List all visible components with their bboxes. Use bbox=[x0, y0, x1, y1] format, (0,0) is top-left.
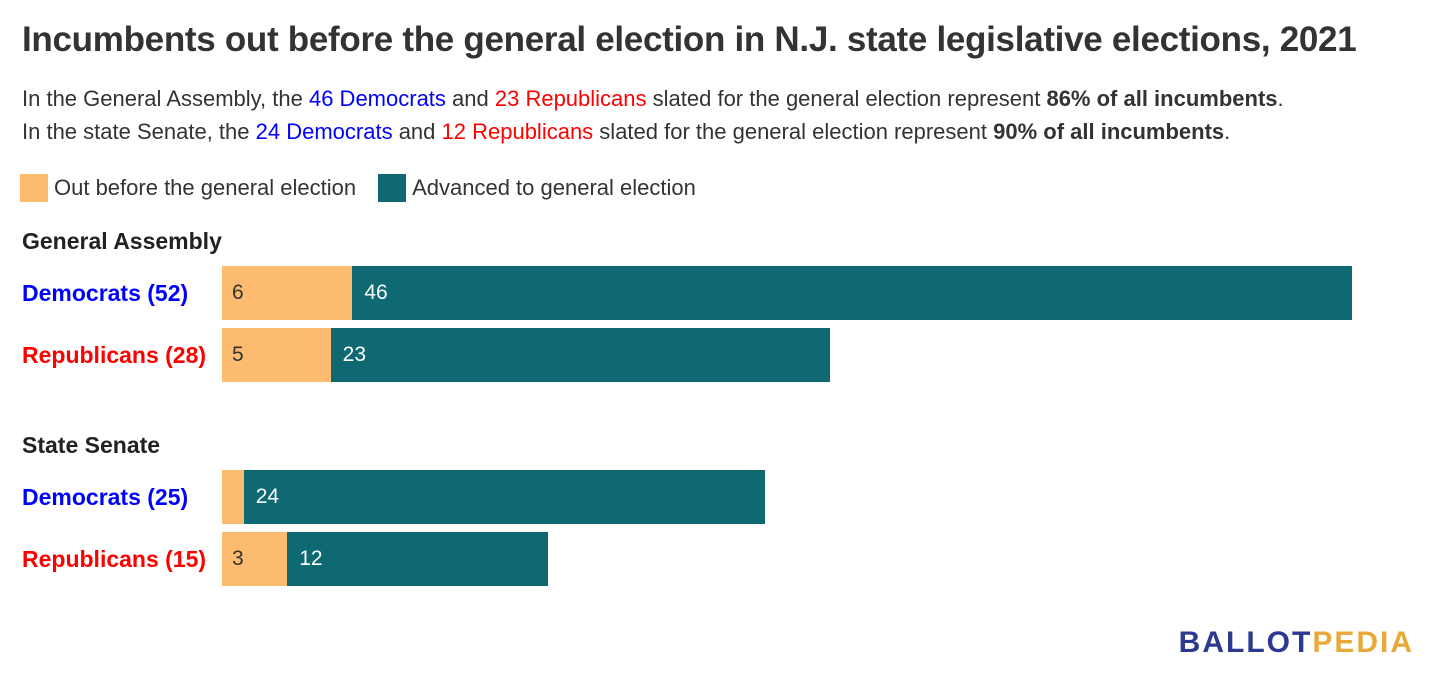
legend-swatch-advanced bbox=[378, 174, 407, 202]
subtitle-1-dem: 46 Democrats bbox=[308, 86, 446, 111]
group-title: General Assembly bbox=[22, 228, 222, 254]
row-label: Democrats (52) bbox=[22, 280, 189, 306]
data-label-advanced: 23 bbox=[342, 343, 366, 366]
subtitle-2-rep: 12 Republicans bbox=[441, 119, 594, 144]
bar-segment-advanced bbox=[243, 470, 766, 524]
legend-label-advanced: Advanced to general election bbox=[412, 175, 696, 200]
bar-segment-advanced bbox=[330, 328, 831, 382]
logo-part-1: BALLOT bbox=[1178, 626, 1313, 659]
legend-item-advanced: Advanced to general election bbox=[378, 174, 696, 202]
subtitle-2-strong: 90% of all incumbents bbox=[993, 119, 1225, 144]
logo-part-2: PEDIA bbox=[1312, 626, 1414, 659]
chart-title: Incumbents out before the general electi… bbox=[22, 20, 1357, 59]
data-label-advanced: 46 bbox=[364, 281, 388, 304]
legend-label-out: Out before the general election bbox=[54, 175, 357, 200]
bar-segment-advanced bbox=[352, 266, 1352, 320]
subtitle-1-rep: 23 Republicans bbox=[494, 86, 647, 111]
bar-segment-out bbox=[222, 470, 244, 524]
legend-item-out: Out before the general election bbox=[20, 174, 356, 202]
bar-segment-out bbox=[222, 328, 331, 382]
row-label: Republicans (15) bbox=[22, 546, 207, 572]
subtitle-1-mid: and bbox=[445, 86, 495, 111]
row-label: Democrats (25) bbox=[22, 484, 189, 510]
subtitle-1-end: . bbox=[1277, 86, 1284, 111]
ballotpedia-logo: BALLOTPEDIA bbox=[1179, 626, 1414, 660]
subtitle-2-end: . bbox=[1224, 119, 1231, 144]
subtitle-2-mid: and bbox=[392, 119, 442, 144]
group-title: State Senate bbox=[22, 432, 161, 458]
chart-legend: Out before the general election Advanced… bbox=[20, 174, 718, 202]
subtitle-line-1: In the General Assembly, the 46 Democrat… bbox=[22, 86, 1284, 112]
row-label: Republicans (28) bbox=[22, 342, 207, 368]
subtitle-2-pre: In the state Senate, the bbox=[22, 119, 256, 144]
data-label-advanced: 12 bbox=[299, 547, 323, 570]
legend-swatch-out bbox=[20, 174, 48, 202]
subtitle-line-2: In the state Senate, the 24 Democrats an… bbox=[22, 119, 1230, 145]
subtitle-1-post: slated for the general election represen… bbox=[646, 86, 1047, 111]
data-label-advanced: 24 bbox=[255, 485, 280, 508]
bar-segment-out bbox=[222, 266, 353, 320]
bar-segment-advanced bbox=[287, 532, 548, 586]
subtitle-1-pre: In the General Assembly, the bbox=[22, 86, 309, 111]
data-label-out: 6 bbox=[232, 281, 244, 304]
subtitle-2-dem: 24 Democrats bbox=[255, 119, 393, 144]
bar-segment-out bbox=[222, 532, 288, 586]
subtitle-2-post: slated for the general election represen… bbox=[593, 119, 994, 144]
subtitle-1-strong: 86% of all incumbents bbox=[1046, 86, 1278, 111]
data-label-out: 5 bbox=[232, 343, 244, 366]
data-label-out: 3 bbox=[232, 547, 244, 570]
